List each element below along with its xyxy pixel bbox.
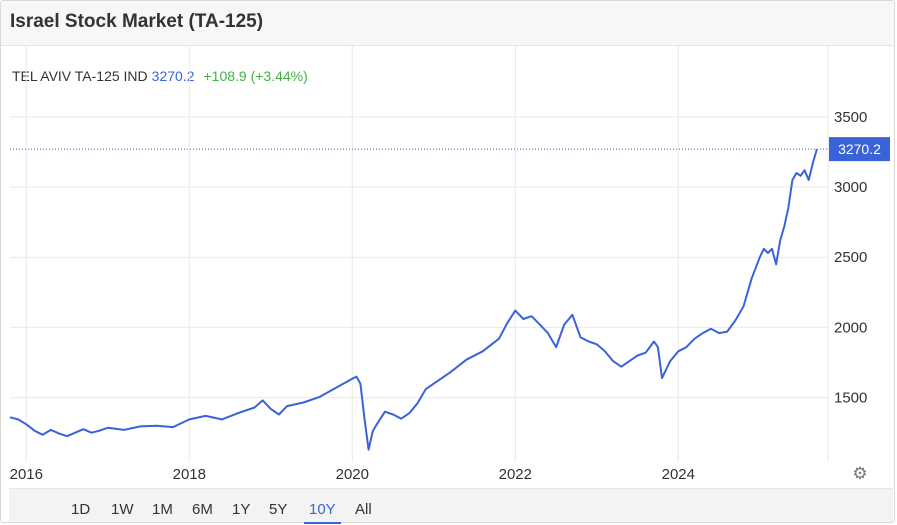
last-value-label: 3270.2 [838, 141, 881, 157]
x-tick-label: 2020 [336, 466, 369, 483]
legend-change: +108.9 (+3.44%) [203, 68, 308, 84]
range-button-1y[interactable]: 1Y [232, 501, 251, 518]
y-tick-label: 2500 [834, 249, 867, 266]
range-button-6m[interactable]: 6M [192, 501, 213, 518]
legend-symbol: TEL AVIV TA-125 IND [12, 68, 148, 84]
y-tick-label: 1500 [834, 390, 867, 407]
range-selector: 1D 1W 1M 6M 1Y 5Y 10Y All [9, 488, 893, 524]
series-line [9, 148, 818, 451]
gear-icon[interactable]: ⚙ [852, 464, 868, 483]
range-button-1m[interactable]: 1M [152, 501, 173, 518]
last-value-badge [829, 137, 890, 162]
page-title: Israel Stock Market (TA-125) [10, 11, 264, 32]
range-button-10y[interactable]: 10Y [304, 501, 341, 524]
range-button-1w[interactable]: 1W [111, 501, 134, 518]
range-button-1d[interactable]: 1D [71, 501, 91, 518]
range-button-all[interactable]: All [355, 501, 372, 518]
y-tick-label: 2000 [834, 319, 867, 336]
chart-legend: TEL AVIV TA-125 IND 3270.2 +108.9 (+3.44%) [12, 68, 308, 84]
x-tick-label: 2016 [10, 466, 43, 483]
y-tick-label: 3500 [834, 109, 867, 126]
chart-header: Israel Stock Market (TA-125) [1, 1, 894, 46]
x-tick-label: 2022 [499, 466, 532, 483]
legend-last-value: 3270.2 [151, 68, 195, 84]
y-tick-label: 3000 [834, 179, 867, 196]
x-tick-label: 2018 [173, 466, 206, 483]
x-tick-label: 2024 [662, 466, 695, 483]
range-button-5y[interactable]: 5Y [269, 501, 288, 518]
